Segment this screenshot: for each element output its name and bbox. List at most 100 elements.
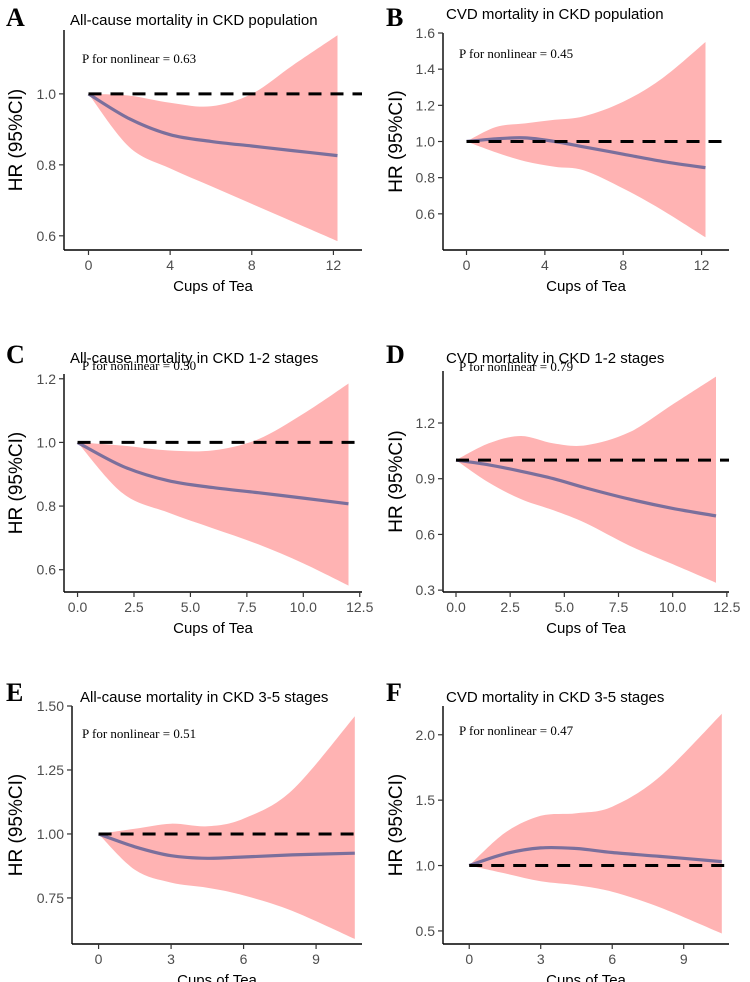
x-axis-title: Cups of Tea (546, 972, 626, 982)
x-axis-title: Cups of Tea (546, 620, 626, 637)
hr-curve (466, 136, 706, 170)
panel-b: 0.6 0.8 1.0 1.2 1.4 1.6 0 4 8 12 Cups of Tea HR (95… (386, 3, 729, 295)
x-axis-title: Cups of Tea (177, 972, 257, 982)
x-axis-title: Cups of Tea (173, 620, 253, 637)
x-tick-label: 0 (85, 257, 93, 273)
p-nonlinear-annotation: P for nonlinear = 0.51 (82, 726, 196, 741)
p-nonlinear-annotation: P for nonlinear = 0.45 (459, 46, 573, 61)
confidence-band (88, 35, 338, 242)
panel-a: 0.6 0.8 1.0 0 4 8 12 Cups of Tea HR (95%CI) A All-… (6, 3, 362, 295)
p-nonlinear-annotation: P for nonlinear = 0.50 (82, 358, 196, 373)
y-tick-label: 1.0 (37, 434, 57, 450)
panel-e: 0.75 1.00 1.25 1.50 0 3 6 9 Cups of Tea HR (95%CI… (6, 678, 362, 982)
y-tick-label: 0.8 (416, 170, 436, 186)
x-tick-label: 0.0 (446, 599, 466, 615)
y-tick-label: 2.0 (416, 727, 436, 743)
x-tick-label: 12 (326, 257, 342, 273)
x-tick-label: 2.5 (124, 599, 144, 615)
panel-letter: B (386, 3, 403, 32)
y-tick-label: 1.0 (37, 86, 57, 102)
y-tick-label: 0.9 (416, 471, 436, 487)
x-tick-label: 10.0 (290, 599, 317, 615)
confidence-band (456, 376, 716, 583)
x-tick-label: 2.5 (500, 599, 520, 615)
x-tick-label: 9 (680, 951, 688, 967)
y-tick-label: 0.6 (416, 526, 436, 542)
confidence-band (77, 383, 349, 586)
y-tick-label: 1.2 (416, 97, 436, 113)
x-tick-label: 9 (312, 951, 320, 967)
panel-f: 0.5 1.0 1.5 2.0 0 3 6 9 Cups of Tea HR (95%CI) F CV… (386, 678, 729, 982)
y-axis-title: HR (95%CI) (386, 430, 407, 532)
y-tick-label: 0.3 (416, 582, 436, 598)
y-tick-label: 1.0 (416, 134, 436, 150)
x-tick-label: 12.5 (346, 599, 373, 615)
x-tick-label: 8 (619, 257, 627, 273)
hr-curve (98, 832, 355, 860)
panel-title: All-cause mortality in CKD 1-2 stages (70, 350, 318, 367)
panel-letter: A (6, 3, 25, 32)
y-tick-label: 0.5 (416, 923, 436, 939)
confidence-band (98, 716, 355, 939)
panel-letter: C (6, 340, 25, 369)
x-axis-title: Cups of Tea (173, 278, 253, 295)
y-tick-label: 1.2 (416, 415, 436, 431)
x-tick-label: 8 (248, 257, 256, 273)
x-tick-label: 10.0 (659, 599, 686, 615)
x-tick-label: 6 (240, 951, 248, 967)
y-tick-label: 1.5 (416, 792, 436, 808)
panel-title: All-cause mortality in CKD 3-5 stages (80, 689, 328, 706)
panel-title: CVD mortality in CKD 3-5 stages (446, 689, 664, 706)
panel-c: 0.6 0.8 1.0 1.2 0.0 2.5 5.0 7.5 10.0 12.5 Cups of … (6, 340, 374, 637)
p-nonlinear-annotation: P for nonlinear = 0.47 (459, 723, 574, 738)
y-tick-label: 1.00 (37, 826, 64, 842)
p-nonlinear-annotation: P for nonlinear = 0.63 (82, 51, 196, 66)
y-tick-label: 1.50 (37, 698, 64, 714)
y-axis-title: HR (95%CI) (6, 774, 27, 876)
y-tick-label: 1.6 (416, 25, 436, 41)
x-tick-label: 7.5 (237, 599, 257, 615)
panel-title: CVD mortality in CKD population (446, 6, 664, 23)
x-tick-label: 0 (465, 951, 473, 967)
y-tick-label: 1.2 (37, 371, 57, 387)
panel-title: All-cause mortality in CKD population (70, 12, 318, 29)
panel-letter: D (386, 340, 405, 369)
x-tick-label: 4 (166, 257, 174, 273)
x-axis-title: Cups of Tea (546, 278, 626, 295)
y-tick-label: 1.0 (416, 858, 436, 874)
y-tick-label: 0.6 (37, 562, 57, 578)
panel-d: 0.3 0.6 0.9 1.2 0.0 2.5 5.0 7.5 10.0 12.5 Cups of … (386, 340, 741, 637)
y-tick-label: 0.6 (37, 228, 57, 244)
x-tick-label: 4 (541, 257, 549, 273)
x-tick-label: 5.0 (555, 599, 575, 615)
y-axis-title: HR (95%CI) (386, 774, 407, 876)
y-tick-label: 0.6 (416, 206, 436, 222)
x-tick-label: 12.5 (713, 599, 740, 615)
x-tick-label: 12 (694, 257, 710, 273)
y-tick-label: 0.8 (37, 157, 57, 173)
x-tick-label: 3 (537, 951, 545, 967)
hr-curve (76, 440, 349, 506)
x-tick-label: 3 (167, 951, 175, 967)
hr-curve (468, 845, 722, 868)
panel-letter: E (6, 678, 23, 707)
hr-curve (87, 92, 338, 158)
x-tick-label: 0 (95, 951, 103, 967)
y-tick-label: 0.8 (37, 498, 57, 514)
panel-title: CVD mortality in CKD 1-2 stages (446, 350, 664, 367)
x-tick-label: 0 (463, 257, 471, 273)
confidence-band (466, 42, 706, 238)
y-tick-label: 1.25 (37, 762, 64, 778)
y-axis-title: HR (95%CI) (386, 90, 407, 192)
y-axis-title: HR (95%CI) (6, 89, 27, 191)
y-tick-label: 1.4 (416, 61, 436, 77)
x-tick-label: 7.5 (609, 599, 629, 615)
x-tick-label: 0.0 (68, 599, 88, 615)
y-axis-title: HR (95%CI) (6, 432, 27, 534)
x-tick-label: 6 (608, 951, 616, 967)
y-tick-label: 0.75 (37, 890, 64, 906)
panel-letter: F (386, 678, 402, 707)
confidence-band (469, 713, 722, 934)
hr-curve (455, 458, 717, 518)
